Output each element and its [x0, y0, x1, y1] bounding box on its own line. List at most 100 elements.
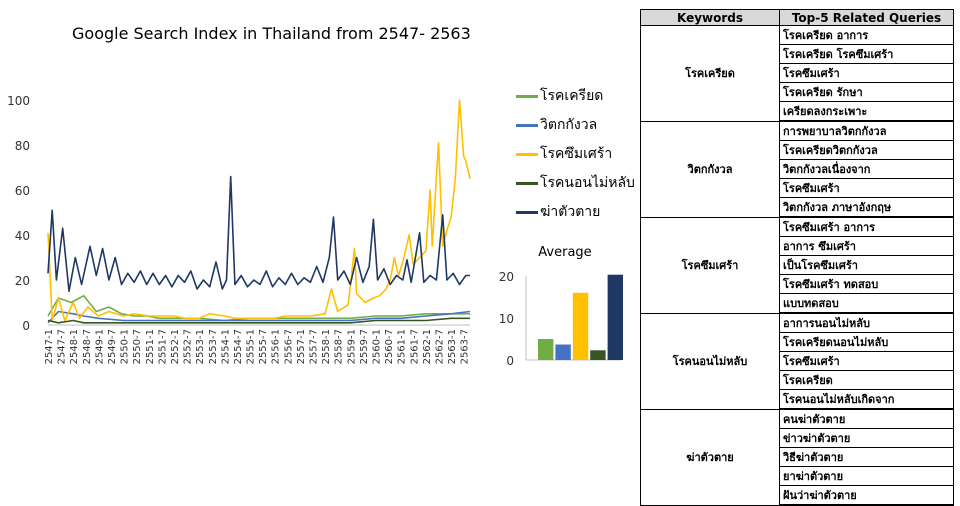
query-cell: ข่าวฆ่าตัวตาย — [779, 428, 954, 448]
legend-item: โรคเครียด — [516, 86, 603, 106]
table-row: โรคซึมเศร้า — [641, 178, 954, 198]
y-tick-label: 40 — [15, 229, 30, 243]
x-tick-label: 2554-7 — [233, 329, 244, 364]
table-row: โรคนอนไม่หลับ อาการนอนไม่หลับ — [640, 312, 954, 410]
query-cell: ฝันว่าฆ่าตัวตาย — [779, 485, 954, 506]
table-row: โรคนอนไม่หลับเกิดจาก — [641, 389, 954, 410]
chart-title: Google Search Index in Thailand from 254… — [72, 24, 471, 43]
x-tick-label: 2561-7 — [409, 329, 420, 364]
table-header-row: Keywords Top-5 Related Queries — [640, 9, 954, 26]
table-row: โรคซึมเศร้า ทดสอบ — [641, 274, 954, 294]
query-cell: อาการนอนไม่หลับ — [779, 312, 954, 333]
table-row: โรคเครียดนอนไม่หลับ — [641, 332, 954, 352]
x-tick-label: 2548-7 — [82, 329, 93, 364]
x-tick-label: 2549-7 — [107, 329, 118, 364]
query-cell: เครียดลงกระเพาะ — [779, 101, 954, 122]
legend-item: วิตกกังวล — [516, 115, 597, 135]
y-tick-label: 60 — [15, 184, 30, 198]
x-tick-label: 2558-1 — [321, 329, 332, 364]
x-tick-label: 2558-7 — [334, 329, 345, 364]
table-row: โรคเครียด โรคเครียด อาการ — [640, 25, 954, 122]
query-cell: อาการ ซึมเศร้า — [779, 236, 954, 256]
keyword-cell: โรคเครียด — [640, 25, 780, 122]
legend-item: โรคซึมเศร้า — [516, 144, 612, 164]
x-tick-label: 2563-1 — [447, 329, 458, 364]
x-tick-label: 2551-1 — [145, 329, 156, 364]
y-tick-label: 20 — [499, 270, 514, 284]
keyword-cell: วิตกกังวล — [640, 120, 780, 218]
table-row: แบบทดสอบ — [641, 293, 954, 314]
table-row: ฆ่าตัวตาย คนฆ่าตัวตาย — [640, 408, 954, 506]
table-row: โรคซึมเศร้า โรคซึมเศร้า อาการ — [640, 216, 954, 314]
table-row: โรคซึมเศร้า — [641, 63, 954, 83]
table-row: วิตกกังวล การพยาบาลวิตกกังวล — [640, 120, 954, 218]
legend-swatch — [516, 181, 538, 185]
query-cell: โรคเครียด โรคซึมเศร้า — [779, 44, 954, 64]
query-cell: วิตกกังวลเนื่องจาก — [779, 159, 954, 179]
y-tick-label: 0 — [506, 354, 514, 368]
query-cell: ยาฆ่าตัวตาย — [779, 466, 954, 486]
bar — [555, 344, 571, 360]
series-line — [47, 310, 471, 324]
legend-item: ฆ่าตัวตาย — [516, 202, 600, 222]
query-cell: โรคซึมเศร้า — [779, 178, 954, 198]
table-body: โรคเครียด โรคเครียด อาการ โรคเครียด โรคซึม… — [640, 25, 954, 506]
average-title: Average — [538, 245, 591, 260]
x-tick-label: 2553-1 — [195, 329, 206, 364]
query-cell: โรคเครียดนอนไม่หลับ — [779, 332, 954, 352]
x-tick-label: 2561-1 — [397, 329, 408, 364]
series-line — [47, 294, 470, 322]
x-tick-label: 2547-7 — [57, 329, 68, 364]
legend-swatch — [516, 210, 538, 214]
bar — [538, 339, 554, 360]
y-tick-label: 80 — [15, 139, 30, 153]
x-tick-label: 2555-1 — [246, 329, 257, 364]
legend-label: โรคเครียด — [540, 88, 604, 104]
legend-label: โรคซึมเศร้า — [540, 146, 613, 162]
legend-label: วิตกกังวล — [540, 117, 598, 133]
x-tick-label: 2556-1 — [271, 329, 282, 364]
bar — [572, 292, 589, 360]
x-tick-label: 2557-7 — [309, 329, 320, 364]
table-row: อาการ ซึมเศร้า — [641, 236, 954, 256]
queries-header: Top-5 Related Queries — [779, 9, 954, 26]
query-cell: โรคเครียดวิตกกังวล — [779, 140, 954, 160]
y-tick-label: 100 — [7, 94, 30, 108]
query-cell: โรคเครียด รักษา — [779, 82, 954, 102]
bar — [607, 274, 623, 360]
x-tick-label: 2553-7 — [208, 329, 219, 364]
query-cell: โรคซึมเศร้า อาการ — [779, 216, 954, 237]
x-tick-label: 2559-1 — [346, 329, 357, 364]
y-tick-label: 0 — [22, 319, 30, 333]
x-tick-label: 2554-1 — [220, 329, 231, 364]
y-tick-label: 10 — [499, 312, 514, 326]
x-tick-label: 2550-1 — [120, 329, 131, 364]
series-line — [47, 175, 470, 293]
series-line — [47, 99, 471, 322]
x-tick-label: 2552-1 — [170, 329, 181, 364]
x-tick-label: 2552-7 — [183, 329, 194, 364]
x-tick-label: 2560-1 — [372, 329, 383, 364]
keyword-cell: ฆ่าตัวตาย — [640, 408, 780, 506]
legend-swatch — [516, 152, 538, 156]
query-cell: วิธีฆ่าตัวตาย — [779, 447, 954, 467]
keyword-cell: โรคซึมเศร้า — [640, 216, 780, 314]
query-cell: โรคเครียด อาการ — [779, 25, 954, 45]
legend-item: โรคนอนไม่หลับ — [516, 173, 635, 193]
x-tick-label: 2551-7 — [157, 329, 168, 364]
x-tick-label: 2562-1 — [422, 329, 433, 364]
table-row: เครียดลงกระเพาะ — [641, 101, 954, 122]
table-row: โรคเครียดวิตกกังวล — [641, 140, 954, 160]
query-cell: วิตกกังวล ภาษาอังกฤษ — [779, 197, 954, 218]
legend-swatch — [516, 123, 538, 127]
keyword-cell: โรคนอนไม่หลับ — [640, 312, 780, 410]
y-tick-label: 20 — [15, 274, 30, 288]
x-tick-label: 2547-1 — [44, 329, 55, 364]
table-row: วิตกกังวล ภาษาอังกฤษ — [641, 197, 954, 218]
legend-label: ฆ่าตัวตาย — [540, 204, 601, 220]
query-cell: เป็นโรคซึมเศร้า — [779, 255, 954, 275]
query-cell: การพยาบาลวิตกกังวล — [779, 120, 954, 141]
x-tick-label: 2549-1 — [94, 329, 105, 364]
keywords-header: Keywords — [640, 9, 780, 26]
